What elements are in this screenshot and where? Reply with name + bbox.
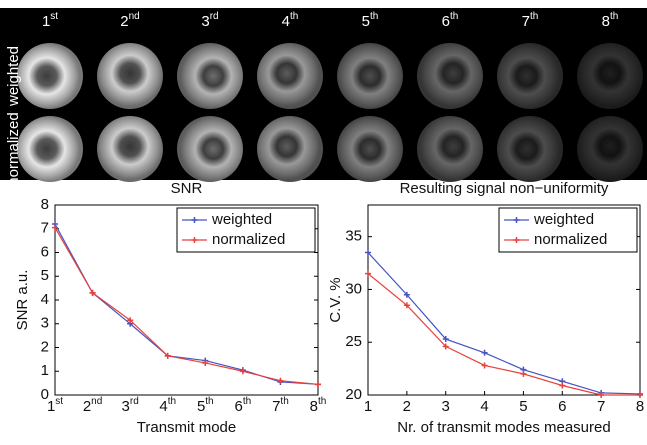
x-tick-label: 2: [403, 398, 411, 415]
x-tick-label: 8th: [310, 396, 327, 415]
legend-label: normalized: [212, 231, 285, 248]
x-tick-label: 2nd: [83, 396, 102, 415]
x-tick-label: 5: [519, 398, 527, 415]
x-tick-label: 4: [480, 398, 488, 415]
row-label: normalized: [5, 112, 22, 185]
chart-title: Resulting signal non−uniformity: [400, 180, 609, 197]
y-tick-label: 35: [345, 228, 362, 245]
x-tick-label: 7th: [272, 396, 289, 415]
y-tick-label: 6: [41, 243, 49, 260]
x-tick-label: 8: [636, 398, 644, 415]
mode-image: [497, 116, 563, 182]
x-axis-label: Nr. of transmit modes measured: [397, 419, 610, 436]
x-tick-label: 1: [364, 398, 372, 415]
y-axis-label: SNR a.u.: [14, 270, 31, 331]
y-tick-label: 5: [41, 267, 49, 284]
mode-image: [337, 43, 403, 109]
legend-label: normalized: [534, 231, 607, 248]
y-tick-label: 4: [41, 291, 49, 308]
x-tick-label: 4th: [159, 396, 176, 415]
mode-image: [177, 43, 243, 109]
mode-image: [337, 116, 403, 182]
mode-image: [177, 116, 243, 182]
y-tick-label: 2: [41, 338, 49, 355]
mode-image: [577, 116, 643, 182]
y-axis-label: C.V. %: [327, 277, 344, 322]
legend-label: weighted: [211, 211, 272, 228]
mode-image: [417, 116, 483, 182]
chart-title: SNR: [171, 180, 203, 197]
x-tick-label: 1st: [47, 396, 63, 415]
row-label: weighted: [5, 46, 22, 107]
figure: 1st 2nd 3rd 4th 5th 6th 7th 8th weighted normaliz…: [0, 0, 647, 440]
y-tick-label: 20: [345, 386, 362, 403]
legend-label: weighted: [533, 211, 594, 228]
mode-image: [497, 43, 563, 109]
mode-image: [417, 43, 483, 109]
x-tick-label: 7: [597, 398, 605, 415]
y-tick-label: 7: [41, 220, 49, 237]
mode-image: [257, 116, 323, 182]
x-tick-label: 5th: [197, 396, 214, 415]
x-tick-label: 6th: [235, 396, 252, 415]
y-tick-label: 8: [41, 196, 49, 213]
y-tick-label: 1: [41, 362, 49, 379]
mode-image: [257, 43, 323, 109]
mode-image: [577, 43, 643, 109]
y-tick-label: 30: [345, 280, 362, 297]
y-tick-label: 3: [41, 315, 49, 332]
mode-image: [17, 116, 83, 182]
x-tick-label: 3: [442, 398, 450, 415]
x-tick-label: 3rd: [122, 396, 139, 415]
mode-image: [97, 43, 163, 109]
x-tick-label: 6: [558, 398, 566, 415]
mode-image: [17, 43, 83, 109]
y-tick-label: 25: [345, 333, 362, 350]
x-axis-label: Transmit mode: [137, 419, 236, 436]
mode-image: [97, 116, 163, 182]
